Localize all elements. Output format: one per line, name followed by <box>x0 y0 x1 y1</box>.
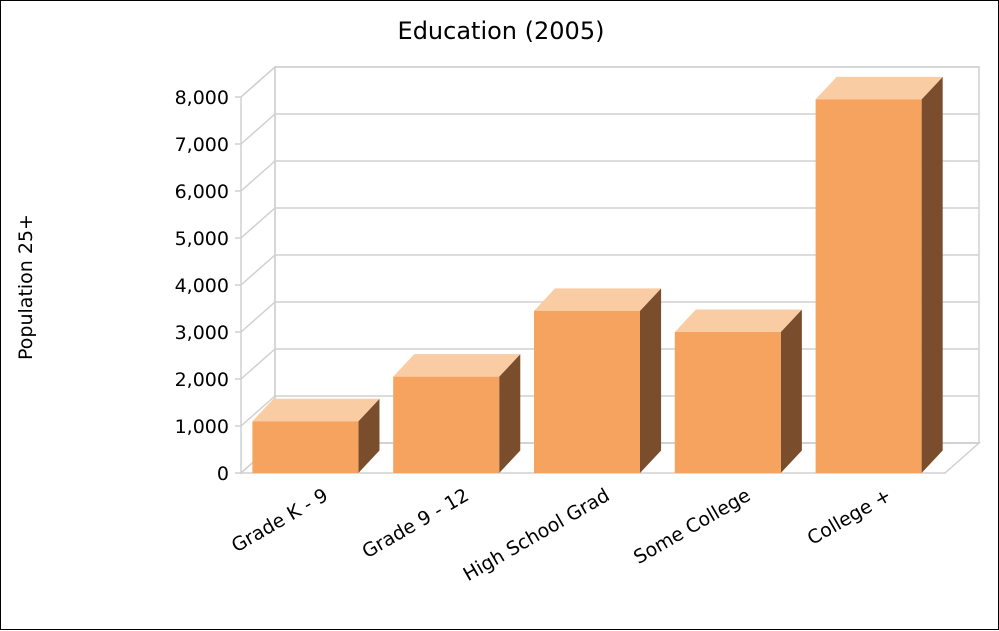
bar-front <box>674 332 781 473</box>
bar-side <box>499 354 521 473</box>
bar-top <box>534 288 662 311</box>
y-tick-label: 4,000 <box>175 275 229 297</box>
bar-side <box>640 288 662 473</box>
gridline-diagonal <box>240 254 276 286</box>
bar-front <box>393 376 500 473</box>
y-tick-label: 5,000 <box>175 228 229 250</box>
bar <box>252 398 380 473</box>
y-tick-label: 3,000 <box>175 322 229 344</box>
bar-side <box>358 398 380 473</box>
bar-top <box>252 398 380 422</box>
x-category-label: College + <box>804 484 895 549</box>
chart-title: Education (2005) <box>398 17 605 45</box>
bar-top <box>674 309 802 332</box>
bar-front <box>815 99 922 473</box>
gridline-diagonal <box>240 160 276 192</box>
gridline-diagonal <box>240 301 276 333</box>
y-tick-label: 1,000 <box>175 416 229 438</box>
y-tick-label: 7,000 <box>175 134 229 156</box>
bar-side <box>921 76 943 473</box>
bar-side <box>780 309 802 473</box>
bar-front <box>252 421 359 473</box>
bar <box>534 288 662 473</box>
y-tick-label: 6,000 <box>175 181 229 203</box>
bar-top <box>815 76 943 100</box>
x-category-label: Grade 9 - 12 <box>358 484 472 563</box>
gridline-diagonal <box>240 113 276 145</box>
gridline-diagonal <box>240 207 276 239</box>
y-tick-label: 8,000 <box>175 87 229 109</box>
gridline-diagonal <box>240 66 276 98</box>
y-tick-label: 0 <box>217 463 229 485</box>
y-tick-label: 2,000 <box>175 369 229 391</box>
bar-top <box>393 354 521 377</box>
x-category-label: Grade K - 9 <box>228 484 332 557</box>
gridline-diagonal <box>240 348 276 380</box>
gridline-diagonal <box>240 395 276 427</box>
bar <box>815 76 943 473</box>
bar <box>674 309 802 473</box>
y-axis-label: Population 25+ <box>15 214 37 360</box>
bar <box>393 354 521 473</box>
x-category-label: High School Grad <box>460 484 614 586</box>
bar-front <box>534 310 640 473</box>
x-category-label: Some College <box>630 484 754 568</box>
bars <box>252 76 943 473</box>
y-axis-ticks: 0 1,000 2,000 3,000 4,000 5,000 6,000 7,000 8,00… <box>175 87 229 485</box>
